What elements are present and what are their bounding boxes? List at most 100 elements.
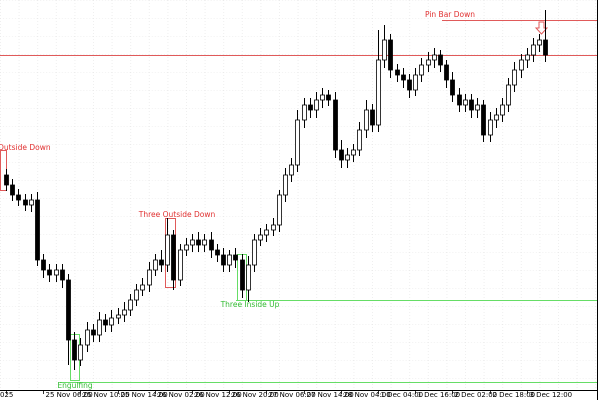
candle-body (85, 329, 90, 346)
candle-body (388, 39, 393, 71)
x-tick-label: 26 Nov 12:00 (195, 391, 242, 399)
candle-body (140, 284, 145, 291)
candle-body (494, 114, 499, 121)
candle-body (35, 199, 40, 261)
candle-body (488, 119, 493, 136)
candle-body (283, 174, 288, 196)
candle-body (29, 199, 34, 206)
candle-body (252, 239, 257, 266)
candle-body (345, 154, 350, 161)
candle-body (302, 104, 307, 121)
x-tick-label: 25 Nov 10:00 (83, 391, 130, 399)
candle-body (23, 199, 28, 206)
candle-body (196, 239, 201, 246)
x-tick-label: 2 Dec 18:00 (493, 391, 536, 399)
x-tick-label: 25 Nov 14:00 (121, 391, 168, 399)
candle-body (271, 224, 276, 231)
candle-body (432, 54, 437, 61)
annotation: Engulfing (57, 381, 93, 390)
candle-body (419, 64, 424, 76)
x-tick-label: 26 Nov 02:00 (158, 391, 205, 399)
candle-body (103, 319, 108, 326)
candle-body (91, 329, 96, 336)
candle-body (264, 229, 269, 236)
candle-body (531, 44, 536, 56)
candle-body (333, 99, 338, 151)
candle-body (320, 94, 325, 101)
candle-body (308, 104, 313, 111)
candle-body (481, 104, 486, 136)
candle-body (413, 74, 418, 91)
candle-body (314, 99, 319, 111)
candle-body (382, 39, 387, 61)
candle-body (457, 94, 462, 106)
annotation: Three Inside Up (220, 300, 280, 309)
candle-body (246, 264, 251, 291)
candle-body (165, 234, 170, 266)
candle-body (54, 269, 59, 276)
annotation: Outside Down (0, 143, 51, 152)
candle-body (240, 259, 245, 291)
candle-body (537, 39, 542, 46)
candle-body (209, 239, 214, 251)
candle-body (109, 317, 114, 326)
candle-body (351, 149, 356, 156)
x-tick-label: 26 Nov 20:00 (232, 391, 279, 399)
candle-body (525, 54, 530, 61)
candle-body (469, 99, 474, 111)
x-tick-label: 1 Dec 16:00 (418, 391, 461, 399)
annotation: Pin Bar Down (425, 10, 475, 19)
candle-body (370, 109, 375, 126)
candle-body (512, 69, 517, 86)
candle-body (326, 94, 331, 101)
candle-body (475, 104, 480, 111)
candle-body (444, 64, 449, 81)
x-tick-label: 27 Nov 14:00 (307, 391, 354, 399)
x-tick-label: 2 Dec 02:00 (455, 391, 498, 399)
candle-body (202, 239, 207, 246)
candle-body (407, 79, 412, 91)
x-tick-label: 025 (0, 391, 13, 399)
candle-body (221, 254, 226, 266)
candle-body (72, 339, 77, 361)
candle-body (401, 74, 406, 81)
candle-body (426, 59, 431, 66)
candle-body (258, 234, 263, 241)
x-tick-label: 28 Nov 04:00 (344, 391, 391, 399)
candle-body (500, 104, 505, 116)
candle-body (357, 129, 362, 151)
x-tick-label: 1 Dec 04:00 (381, 391, 424, 399)
candle-body (134, 289, 139, 301)
candle-body (233, 254, 238, 261)
candle-body (364, 109, 369, 131)
candle-body (227, 254, 232, 266)
candle-body (463, 99, 468, 106)
x-tick-label: 25 Nov 06:00 (46, 391, 93, 399)
x-tick-label: 27 Nov 06:00 (269, 391, 316, 399)
candle-body (339, 149, 344, 161)
pin-arrow (534, 21, 549, 35)
candle-body (506, 84, 511, 106)
candle-body (184, 244, 189, 251)
candle-body (4, 174, 9, 186)
candle-body (97, 319, 102, 336)
candle-body (178, 249, 183, 281)
candle-body (277, 194, 282, 226)
candle-body (289, 164, 294, 176)
candle-body (171, 234, 176, 281)
candle-body (395, 69, 400, 76)
candle-body (376, 59, 381, 126)
candle-body (128, 299, 133, 311)
candle-body (47, 269, 52, 276)
candle-body (543, 39, 548, 56)
candle-body (60, 269, 65, 281)
candle-body (116, 314, 121, 319)
candle-body (66, 279, 71, 341)
x-tick-label: 3 Dec 12:00 (530, 391, 573, 399)
candle-body (215, 249, 220, 256)
candle-body (159, 259, 164, 266)
candle-body (450, 79, 455, 96)
candle-body (16, 194, 21, 201)
annotation: Three Outside Down (138, 210, 216, 219)
